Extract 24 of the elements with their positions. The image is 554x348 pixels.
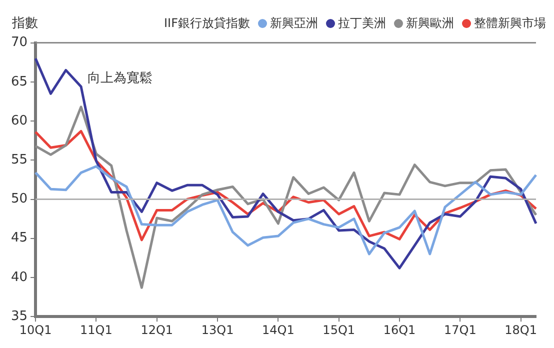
y-tick-label: 40	[10, 270, 28, 285]
x-tick-label: 18Q1	[504, 322, 538, 337]
legend-label: 拉丁美洲	[338, 15, 386, 32]
annotation: 向上為寬鬆	[88, 70, 153, 86]
y-axis-title: 指數	[12, 15, 38, 32]
y-tick-label: 60	[10, 113, 28, 128]
y-tick-label: 55	[10, 152, 28, 168]
x-tick-label: 17Q1	[444, 322, 476, 337]
legend-label: 新興亞洲	[270, 15, 318, 32]
x-tick-label: 10Q1	[19, 322, 52, 337]
x-tick-label: 16Q1	[383, 322, 416, 337]
y-tick-label: 65	[10, 74, 28, 90]
legend-label: 整體新興市場	[474, 15, 546, 32]
y-tick-label: 35	[10, 308, 28, 324]
x-tick-label: 14Q1	[262, 322, 294, 337]
x-tick-label: 13Q1	[201, 322, 234, 337]
x-tick-label: 11Q1	[80, 322, 112, 337]
legend-label: 新興歐洲	[406, 15, 454, 32]
x-tick-label: 12Q1	[140, 322, 174, 337]
y-tick-label: 70	[10, 35, 28, 50]
y-tick-label: 50	[10, 192, 28, 207]
x-tick-label: 15Q1	[322, 322, 356, 337]
legend-title: IIF銀行放貸指數	[164, 15, 250, 32]
y-tick-label: 45	[10, 230, 28, 246]
